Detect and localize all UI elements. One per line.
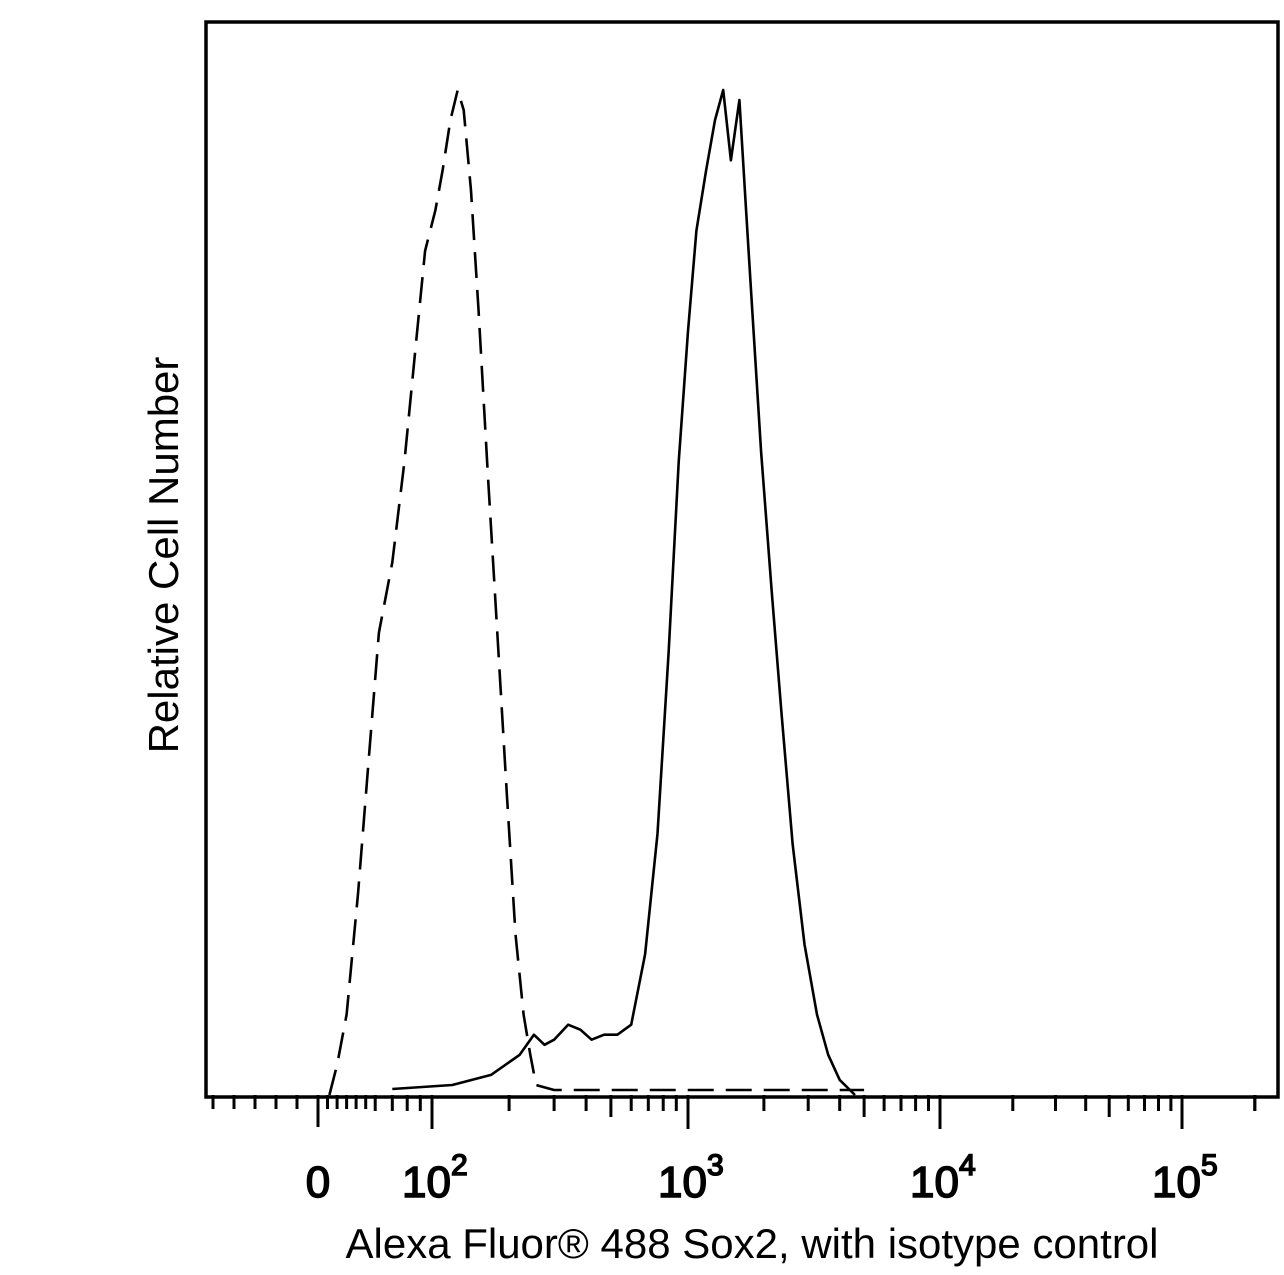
x-axis-title: Alexa Fluor® 488 Sox2, with isotype cont… [345, 1220, 1158, 1267]
x-axis-tick-labels: 0 102 103 104 105 [305, 1148, 1218, 1208]
series-layer [328, 88, 865, 1096]
isotype-control-series [328, 88, 865, 1096]
x-tick-label: 105 [1152, 1149, 1218, 1207]
sox2-series [392, 88, 856, 1096]
x-axis-ticks [211, 1095, 1257, 1129]
x-tick-label: 102 [402, 1149, 468, 1207]
x-tick-label: 103 [658, 1149, 724, 1207]
plot-frame [204, 20, 1280, 1099]
x-tick-label: 104 [910, 1149, 976, 1207]
y-axis-title: Relative Cell Number [140, 357, 187, 754]
x-tick-label: 0 [306, 1158, 330, 1207]
